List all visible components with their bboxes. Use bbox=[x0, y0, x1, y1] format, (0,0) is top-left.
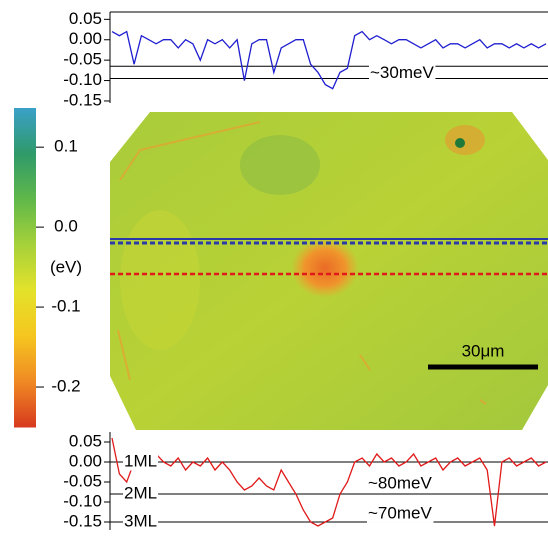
colorbar-tick-label: 0.1 bbox=[54, 137, 78, 156]
annotation-bg bbox=[369, 62, 436, 82]
scale-bar-label: 30μm bbox=[462, 341, 505, 360]
colorbar-tick-label: -0.2 bbox=[51, 377, 80, 396]
annotation: ~80meV bbox=[368, 473, 432, 492]
y-tick-label: 0.00 bbox=[69, 29, 102, 48]
data-line bbox=[111, 437, 547, 527]
reference-label-bg bbox=[123, 483, 159, 503]
colorbar-tick-label: -0.1 bbox=[51, 297, 80, 316]
y-tick-label: 0.00 bbox=[69, 451, 102, 470]
reference-label-bg bbox=[123, 451, 159, 471]
annotation-bg bbox=[367, 503, 434, 523]
data-line bbox=[111, 30, 547, 90]
y-tick-label: -0.05 bbox=[63, 50, 102, 69]
y-tick-label: -0.15 bbox=[63, 511, 102, 530]
y-tick-label: 0.05 bbox=[69, 431, 102, 450]
annotation-bg bbox=[367, 473, 434, 493]
y-tick-label: -0.10 bbox=[63, 70, 102, 89]
reference-label: 1ML bbox=[124, 451, 157, 470]
reference-label-bg bbox=[123, 511, 159, 531]
reference-label: 2ML bbox=[124, 483, 157, 502]
map-image: 30μm bbox=[110, 112, 548, 430]
annotation: ~70meV bbox=[368, 503, 432, 522]
y-tick-label: 0.05 bbox=[69, 9, 102, 28]
colorbar-tick-label: 0.0 bbox=[54, 217, 78, 236]
reference-label: 3ML bbox=[124, 511, 157, 530]
y-tick-label: -0.05 bbox=[63, 471, 102, 490]
y-tick-label: -0.15 bbox=[63, 90, 102, 109]
colorbar bbox=[14, 108, 36, 427]
annotation: ~30meV bbox=[370, 63, 434, 82]
y-tick-label: -0.10 bbox=[63, 491, 102, 510]
colorbar-unit: (eV) bbox=[50, 257, 82, 276]
